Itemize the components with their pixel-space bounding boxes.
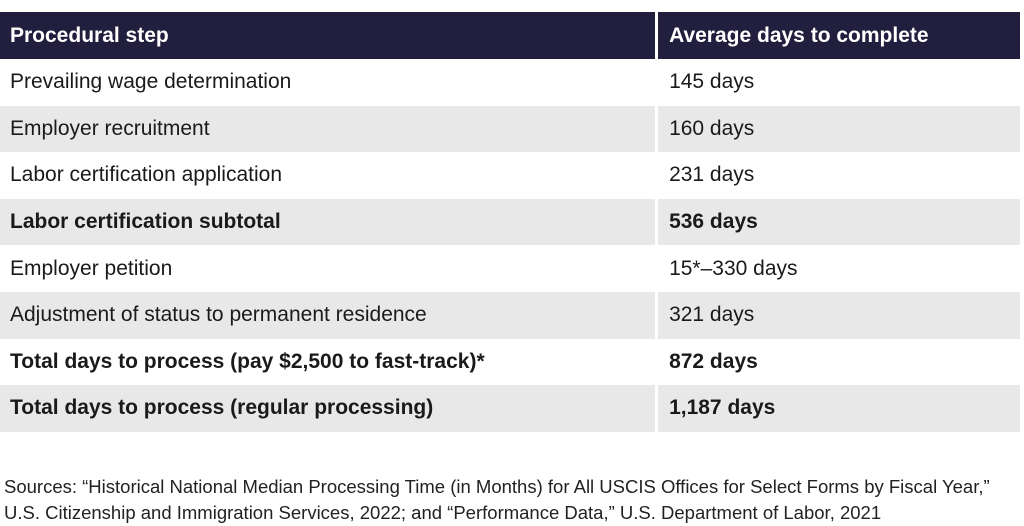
table-row-total-fast-track: Total days to process (pay $2,500 to fas… (0, 339, 1020, 386)
days-cell: 231 days (669, 163, 755, 187)
step-cell: Employer recruitment (0, 105, 656, 153)
days-cell: 160 days (658, 105, 1020, 153)
table-row: Employer petition 15*–330 days (0, 245, 1020, 292)
table-row-total-regular: Total days to process (regular processin… (0, 385, 1020, 432)
step-cell: Prevailing wage determination (10, 70, 292, 94)
header-procedural-step: Procedural step (0, 12, 656, 59)
step-cell: Adjustment of status to permanent reside… (0, 291, 656, 339)
step-cell: Employer petition (10, 256, 173, 280)
days-cell: 145 days (669, 70, 755, 94)
days-cell: 872 days (669, 349, 758, 373)
days-cell: 15*–330 days (669, 256, 798, 280)
table-row: Employer recruitment 160 days (0, 105, 1020, 153)
processing-time-table: Procedural step Average days to complete… (0, 12, 1020, 432)
table-header-row: Procedural step Average days to complete (0, 12, 1020, 59)
table-row: Labor certification application 231 days (0, 152, 1020, 199)
table-row: Prevailing wage determination 145 days (0, 59, 1020, 106)
header-average-days: Average days to complete (658, 12, 1020, 59)
step-cell: Total days to process (pay $2,500 to fas… (10, 349, 485, 373)
days-cell: 1,187 days (658, 385, 1020, 432)
sources-note: Sources: “Historical National Median Pro… (4, 476, 990, 523)
step-cell: Labor certification subtotal (0, 198, 656, 246)
table-row: Adjustment of status to permanent reside… (0, 291, 1020, 339)
table-row-subtotal: Labor certification subtotal 536 days (0, 198, 1020, 246)
step-cell: Labor certification application (10, 163, 282, 187)
days-cell: 536 days (658, 198, 1020, 246)
days-cell: 321 days (658, 291, 1020, 339)
step-cell: Total days to process (regular processin… (0, 385, 656, 432)
